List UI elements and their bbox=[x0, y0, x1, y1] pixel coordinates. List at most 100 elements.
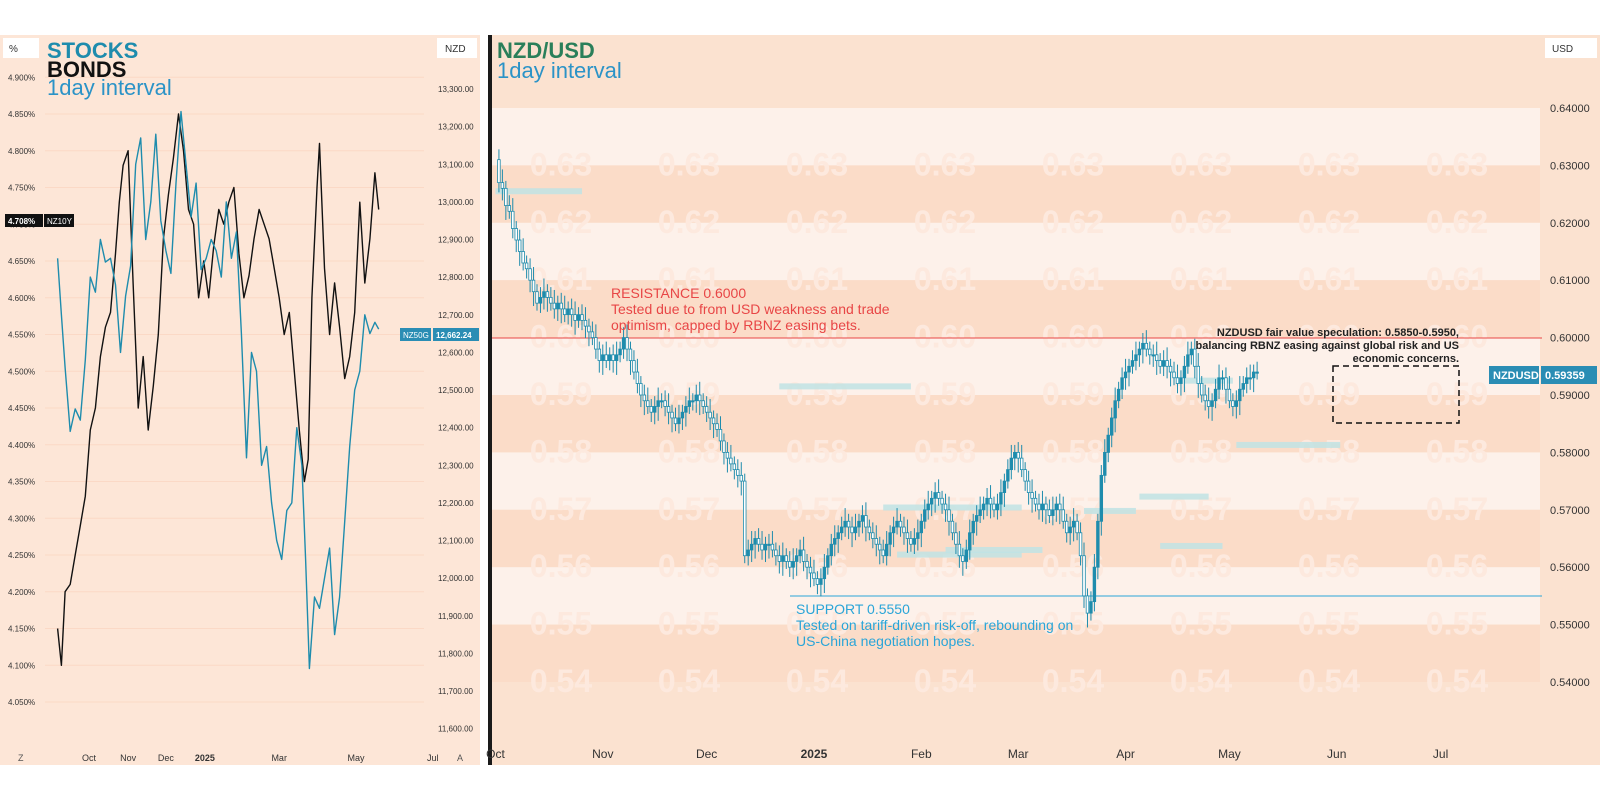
left-y-tick-label: 4.850% bbox=[8, 110, 35, 119]
watermark-label: 0.55 bbox=[658, 606, 720, 642]
candle bbox=[611, 344, 615, 373]
candle bbox=[504, 180, 508, 220]
candle-body bbox=[812, 572, 816, 580]
candle-body bbox=[999, 492, 1003, 505]
watermark-label: 0.61 bbox=[786, 261, 848, 297]
candle-body bbox=[1248, 377, 1252, 380]
candle bbox=[1241, 376, 1245, 397]
candle bbox=[1075, 513, 1079, 541]
candle bbox=[1251, 364, 1256, 393]
candle-body bbox=[566, 308, 570, 316]
candle-body bbox=[1206, 400, 1211, 407]
candle bbox=[1019, 444, 1024, 478]
candle-body bbox=[684, 406, 688, 413]
watermark-label: 0.62 bbox=[1298, 204, 1360, 240]
candle-body bbox=[839, 526, 844, 534]
candle bbox=[1002, 473, 1007, 507]
candle-body bbox=[774, 549, 778, 557]
price-tag-name: NZDUSD bbox=[1493, 370, 1539, 382]
watermark-label: 0.61 bbox=[1298, 261, 1360, 297]
candle bbox=[815, 571, 820, 595]
candle bbox=[971, 513, 975, 545]
candle-body bbox=[1051, 509, 1055, 516]
candle bbox=[590, 321, 595, 346]
candle-body bbox=[974, 515, 979, 522]
candle bbox=[653, 396, 657, 425]
candle-body bbox=[514, 228, 518, 241]
corner-right-label: A bbox=[457, 753, 463, 763]
left-x-tick-label: Oct bbox=[82, 753, 97, 763]
candle bbox=[974, 505, 979, 536]
candle-body bbox=[563, 308, 567, 316]
candle-body bbox=[781, 555, 785, 562]
candle-body bbox=[1040, 503, 1045, 511]
candle bbox=[1196, 353, 1200, 398]
candle-body bbox=[1151, 354, 1155, 357]
candle bbox=[531, 266, 536, 307]
watermark-label: 0.62 bbox=[786, 204, 848, 240]
candle-body bbox=[511, 210, 515, 229]
candle-body bbox=[767, 543, 771, 546]
candle bbox=[1030, 479, 1034, 513]
watermark-label: 0.58 bbox=[1042, 433, 1104, 469]
fair-value-note-line3: economic concerns. bbox=[1353, 353, 1459, 365]
candle bbox=[874, 525, 878, 557]
candle bbox=[1168, 358, 1173, 387]
candle-body bbox=[1089, 601, 1093, 614]
candle bbox=[739, 462, 743, 496]
candle bbox=[1013, 444, 1017, 471]
resistance-desc-line1: Tested due to from USD weakness and trad… bbox=[611, 301, 890, 317]
candle-body bbox=[691, 400, 695, 403]
candle-body bbox=[722, 440, 726, 453]
candle-body bbox=[635, 371, 640, 384]
candle-body bbox=[559, 302, 563, 310]
candle-body bbox=[1130, 360, 1135, 367]
candle bbox=[1116, 381, 1121, 409]
candle-body bbox=[770, 543, 775, 551]
candle-body bbox=[601, 354, 605, 361]
candle bbox=[1224, 367, 1228, 404]
candle-body bbox=[777, 555, 782, 562]
watermark-label: 0.58 bbox=[1170, 433, 1232, 469]
candle bbox=[774, 542, 778, 566]
candle-body bbox=[995, 503, 1000, 511]
candle-body bbox=[1193, 348, 1197, 367]
candle-body bbox=[801, 549, 806, 562]
nzd-unit-box bbox=[437, 38, 477, 58]
candle bbox=[656, 387, 660, 421]
price-tag-name-box bbox=[1489, 366, 1539, 384]
candle bbox=[1141, 333, 1145, 364]
price-tag-value: 0.59359 bbox=[1545, 370, 1585, 382]
corner-left-label: Z bbox=[18, 753, 24, 763]
candle bbox=[1179, 370, 1183, 396]
candle-body bbox=[552, 302, 557, 310]
candle bbox=[1113, 387, 1117, 433]
candle-body bbox=[535, 291, 539, 304]
left-y-tick-label: 4.800% bbox=[8, 147, 35, 156]
candle bbox=[1186, 341, 1190, 374]
candle bbox=[749, 531, 754, 563]
candle bbox=[684, 396, 688, 427]
candle-body bbox=[961, 555, 965, 562]
candle bbox=[663, 390, 667, 417]
candle-body bbox=[763, 543, 768, 551]
candle bbox=[1033, 490, 1038, 512]
candle bbox=[511, 198, 515, 239]
candle-body bbox=[1099, 474, 1104, 522]
right-interval-label: 1day interval bbox=[497, 58, 622, 83]
candle bbox=[736, 459, 740, 488]
candle-body bbox=[1220, 377, 1225, 380]
candle bbox=[1238, 376, 1242, 416]
candle bbox=[923, 499, 927, 529]
candle bbox=[1103, 439, 1107, 483]
candle-body bbox=[1054, 503, 1059, 511]
candle bbox=[860, 505, 865, 534]
nzdusd-panel: 0.63 0.63 0.63 0.63 0.63 0.63 0.63 0.63 0.62 0.62… bbox=[486, 35, 1600, 765]
price-tick-label: 0.60000 bbox=[1550, 333, 1590, 345]
candle bbox=[1165, 347, 1169, 379]
candle-body bbox=[1186, 354, 1190, 367]
candle-body bbox=[846, 520, 851, 528]
stock-tag-name: NZ50G bbox=[403, 331, 429, 340]
candle bbox=[1058, 493, 1062, 525]
candle bbox=[1110, 407, 1114, 448]
